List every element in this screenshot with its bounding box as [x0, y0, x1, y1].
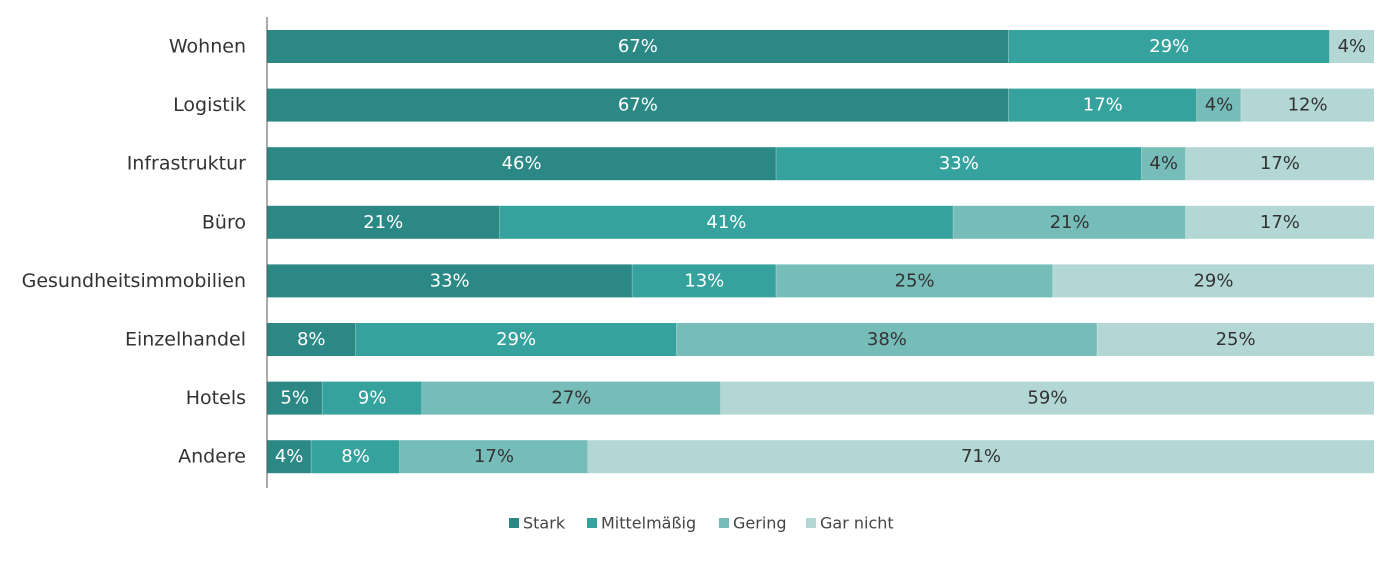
bar-segment-hotels-gering [421, 381, 721, 415]
bar-segment-hotels-gar-nicht [720, 381, 1374, 415]
category-label-wohnen: Wohnen [169, 36, 246, 58]
legend-item-stark: Stark [509, 514, 566, 533]
data-label-logistik-gar-nicht: 12% [1288, 95, 1328, 116]
data-label-buero-mittelmaessig: 41% [706, 212, 746, 233]
category-label-logistik: Logistik [173, 94, 246, 116]
data-label-andere-mittelmaessig: 8% [341, 446, 370, 467]
data-label-gesundheitsimmobilien-mittelmaessig: 13% [684, 270, 724, 291]
data-label-einzelhandel-gar-nicht: 25% [1216, 329, 1256, 350]
legend: Stark Mittelmäßig Gering Gar nicht [509, 514, 894, 533]
bar-segment-gesundheitsimmobilien-stark [267, 264, 633, 298]
data-label-buero-gering: 21% [1050, 212, 1090, 233]
bar-segment-buero-stark [267, 205, 500, 239]
bar-segment-logistik-stark [267, 88, 1009, 122]
bar-segment-infrastruktur-gar-nicht [1185, 147, 1374, 181]
bar-segment-logistik-gering [1196, 88, 1242, 122]
data-label-logistik-stark: 67% [618, 95, 658, 116]
category-label-hotels: Hotels [186, 387, 246, 409]
bars-layer: 67% 29% 4% 67% 17% 4% 12% 46% 33% 4% 17% 21% 41% 21% 1… [267, 30, 1374, 474]
bar-segment-logistik-mittelmaessig [1008, 88, 1197, 122]
legend-label-stark: Stark [523, 514, 566, 533]
data-label-einzelhandel-mittelmaessig: 29% [496, 329, 536, 350]
bar-segment-einzelhandel-gering [676, 323, 1098, 356]
bar-segment-infrastruktur-stark [267, 147, 777, 181]
category-label-einzelhandel: Einzelhandel [125, 329, 246, 351]
data-label-infrastruktur-gering: 4% [1149, 153, 1178, 174]
bar-segment-andere-stark [267, 440, 312, 474]
bar-segment-andere-mittelmaessig [311, 440, 400, 474]
data-label-infrastruktur-mittelmaessig: 33% [939, 153, 979, 174]
category-label-infrastruktur: Infrastruktur [127, 153, 246, 175]
bar-segment-andere-gar-nicht [588, 440, 1374, 474]
legend-item-gar-nicht: Gar nicht [806, 514, 894, 533]
data-label-logistik-mittelmaessig: 17% [1083, 95, 1123, 116]
data-label-hotels-gering: 27% [551, 388, 591, 409]
data-label-andere-gar-nicht: 71% [961, 446, 1001, 467]
bar-segment-hotels-stark [267, 381, 323, 415]
data-label-andere-stark: 4% [275, 446, 304, 467]
legend-swatch-mittelmaessig [587, 518, 597, 528]
data-label-einzelhandel-stark: 8% [297, 329, 326, 350]
legend-swatch-gering [719, 518, 729, 528]
bar-segment-einzelhandel-stark [267, 323, 356, 356]
data-label-einzelhandel-gering: 38% [867, 329, 907, 350]
bar-segment-wohnen-stark [267, 30, 1009, 63]
data-label-buero-stark: 21% [363, 212, 403, 233]
data-label-hotels-stark: 5% [280, 388, 309, 409]
legend-label-gar-nicht: Gar nicht [820, 514, 894, 533]
bar-segment-einzelhandel-gar-nicht [1097, 323, 1374, 356]
legend-swatch-stark [509, 518, 519, 528]
data-label-wohnen-mittelmaessig: 29% [1149, 36, 1189, 57]
bar-segment-infrastruktur-mittelmaessig [776, 147, 1142, 181]
data-label-wohnen-stark: 67% [618, 36, 658, 57]
data-label-infrastruktur-stark: 46% [502, 153, 542, 174]
category-labels: Wohnen Logistik Infrastruktur Büro Gesundhei… [22, 36, 247, 468]
legend-label-mittelmaessig: Mittelmäßig [601, 514, 696, 533]
bar-segment-hotels-mittelmaessig [322, 381, 422, 415]
data-label-gesundheitsimmobilien-gar-nicht: 29% [1193, 270, 1233, 291]
legend-item-mittelmaessig: Mittelmäßig [587, 514, 696, 533]
bar-segment-wohnen-gar-nicht [1329, 30, 1374, 63]
legend-item-gering: Gering [719, 514, 787, 533]
bar-segment-gesundheitsimmobilien-gering [776, 264, 1053, 298]
bar-segment-wohnen-mittelmaessig [1008, 30, 1330, 63]
bar-segment-buero-gering [953, 205, 1186, 239]
data-label-gesundheitsimmobilien-gering: 25% [895, 270, 935, 291]
data-label-buero-gar-nicht: 17% [1260, 212, 1300, 233]
data-label-logistik-gering: 4% [1205, 95, 1234, 116]
category-label-buero: Büro [202, 211, 246, 233]
data-label-wohnen-gar-nicht: 4% [1338, 36, 1367, 57]
bar-segment-logistik-gar-nicht [1241, 88, 1374, 122]
data-label-hotels-mittelmaessig: 9% [358, 388, 387, 409]
legend-label-gering: Gering [733, 514, 787, 533]
bar-segment-buero-gar-nicht [1185, 205, 1374, 239]
category-label-gesundheitsimmobilien: Gesundheitsimmobilien [22, 270, 246, 292]
data-label-andere-gering: 17% [474, 446, 514, 467]
category-label-andere: Andere [178, 446, 246, 468]
data-label-hotels-gar-nicht: 59% [1027, 388, 1067, 409]
bar-segment-infrastruktur-gering [1141, 147, 1186, 181]
bar-segment-gesundheitsimmobilien-mittelmaessig [632, 264, 777, 298]
bar-segment-buero-mittelmaessig [499, 205, 954, 239]
bar-segment-andere-gering [399, 440, 589, 474]
bar-segment-einzelhandel-mittelmaessig [355, 323, 677, 356]
legend-swatch-gar-nicht [806, 518, 816, 528]
bar-segment-gesundheitsimmobilien-gar-nicht [1052, 264, 1374, 298]
data-label-gesundheitsimmobilien-stark: 33% [430, 270, 470, 291]
data-label-infrastruktur-gar-nicht: 17% [1260, 153, 1300, 174]
